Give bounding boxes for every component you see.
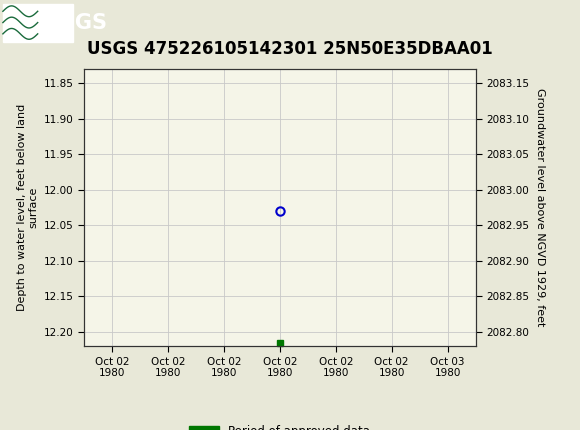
Text: USGS: USGS — [44, 12, 107, 33]
FancyBboxPatch shape — [3, 3, 72, 42]
Y-axis label: Depth to water level, feet below land
surface: Depth to water level, feet below land su… — [17, 104, 38, 311]
Y-axis label: Groundwater level above NGVD 1929, feet: Groundwater level above NGVD 1929, feet — [535, 88, 545, 327]
Legend: Period of approved data: Period of approved data — [184, 421, 375, 430]
Text: USGS 475226105142301 25N50E35DBAA01: USGS 475226105142301 25N50E35DBAA01 — [87, 40, 493, 58]
